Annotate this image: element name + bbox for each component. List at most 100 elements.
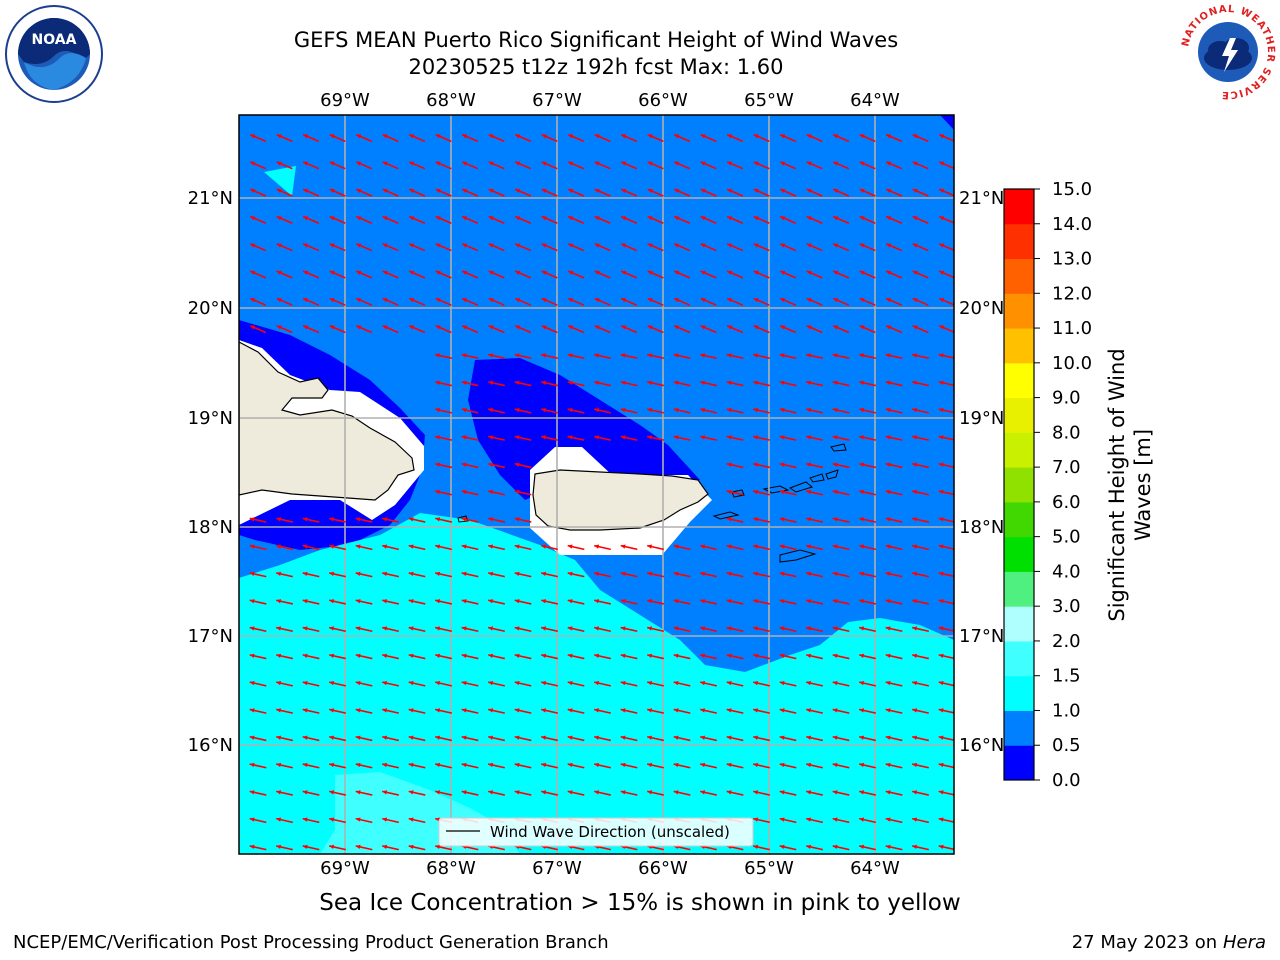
wind-wave-arrow: [594, 599, 611, 605]
wind-wave-arrow: [912, 270, 929, 279]
wind-wave-arrow: [938, 297, 954, 306]
wind-wave-arrow: [488, 681, 505, 687]
wind-wave-arrow: [753, 297, 770, 306]
wind-wave-arrow: [673, 708, 691, 714]
wind-wave-arrow: [382, 517, 399, 523]
wind-wave-arrow: [700, 243, 717, 252]
wind-wave-arrow: [355, 133, 373, 143]
wind-wave-arrow: [355, 571, 373, 578]
wind-wave-arrow: [249, 599, 267, 605]
wind-wave-arrow: [885, 544, 903, 551]
wind-wave-arrow: [435, 599, 452, 605]
wind-wave-arrow: [673, 571, 691, 578]
wind-wave-arrow: [806, 653, 823, 660]
wind-wave-arrow: [435, 133, 452, 143]
wind-wave-arrow: [859, 353, 876, 360]
wind-wave-arrow: [461, 161, 479, 170]
footer-credit: NCEP/EMC/Verification Post Processing Pr…: [13, 932, 609, 953]
wind-wave-arrow: [355, 790, 373, 796]
wind-wave-arrow: [276, 133, 293, 143]
wind-wave-arrow: [355, 762, 373, 769]
wind-wave-arrow: [249, 161, 267, 170]
wind-wave-arrow: [567, 270, 585, 279]
wind-wave-arrow: [541, 790, 558, 796]
wind-wave-arrow: [249, 517, 267, 523]
wind-wave-arrow: [753, 324, 770, 334]
wind-wave-arrow: [276, 324, 293, 334]
wind-wave-arrow: [488, 790, 505, 796]
wind-wave-arrow: [779, 353, 797, 360]
wind-wave-arrow: [488, 215, 505, 225]
wind-wave-arrow: [567, 681, 585, 687]
colorbar-tick-label: 9.0: [1052, 388, 1081, 409]
wind-wave-arrow: [329, 133, 346, 143]
wind-wave-arrow: [355, 517, 373, 523]
wind-wave-arrow: [700, 653, 717, 660]
wind-wave-arrow: [859, 435, 876, 441]
wind-wave-arrow: [329, 324, 346, 334]
wind-wave-arrow: [832, 243, 850, 252]
wind-wave-arrow: [912, 544, 929, 551]
lon-labels-bottom: 69°W 68°W 67°W 66°W 65°W 64°W: [320, 858, 900, 879]
wind-wave-arrow: [594, 735, 611, 742]
wind-wave-arrow: [779, 571, 797, 578]
wind-wave-arrow: [885, 681, 903, 687]
wind-wave-arrow: [832, 599, 850, 605]
wind-wave-arrow: [435, 161, 452, 170]
wind-wave-arrow: [382, 817, 399, 824]
wind-wave-arrow: [488, 188, 505, 197]
wind-wave-arrow: [541, 215, 558, 225]
wind-wave-arrow: [276, 626, 293, 633]
wind-wave-arrow: [488, 599, 505, 605]
wind-wave-arrow: [594, 544, 611, 551]
wind-wave-arrow: [753, 462, 770, 469]
wind-wave-arrow: [806, 435, 823, 441]
wind-wave-arrow: [832, 626, 850, 633]
wind-wave-arrow: [806, 762, 823, 769]
wind-wave-arrow: [461, 571, 479, 578]
wind-wave-arrow: [859, 762, 876, 769]
wind-wave-arrow: [912, 517, 929, 523]
wind-wave-arrow: [806, 544, 823, 551]
colorbar-tick-label: 0.5: [1052, 735, 1081, 756]
wind-wave-arrow: [382, 599, 399, 605]
map-fill-layer: [239, 115, 954, 854]
gridlines: [239, 115, 954, 854]
wind-wave-arrow: [620, 708, 638, 714]
wind-wave-arrow: [647, 133, 664, 143]
wind-wave-arrow: [488, 653, 505, 660]
wind-wave-arrow: [355, 161, 373, 170]
wind-wave-arrow: [753, 489, 770, 496]
wind-wave-arrow: [276, 215, 293, 225]
lon-labels-top: 69°W 68°W 67°W 66°W 65°W 64°W: [320, 90, 900, 111]
wind-wave-arrow: [541, 599, 558, 605]
wind-wave-arrow: [408, 544, 426, 551]
wind-wave-arrow: [938, 762, 954, 769]
wind-wave-arrow: [541, 188, 558, 197]
wind-wave-arrow: [488, 544, 505, 551]
wind-wave-arrow: [859, 462, 876, 469]
colorbar-tick-label: 11.0: [1052, 318, 1092, 339]
wind-wave-arrow: [302, 297, 320, 306]
wind-wave-arrow: [700, 188, 717, 197]
wind-wave-arrow: [249, 817, 267, 824]
wind-wave-arrow: [753, 708, 770, 714]
wind-wave-arrow: [329, 626, 346, 633]
wind-wave-arrow: [382, 188, 399, 197]
wind-wave-arrow: [832, 571, 850, 578]
wind-wave-arrow: [938, 708, 954, 714]
wind-wave-arrow: [514, 435, 532, 441]
wind-wave-arrow: [832, 681, 850, 687]
wind-wave-arrow: [461, 435, 479, 441]
wind-wave-arrow: [541, 626, 558, 633]
wind-wave-arrow: [488, 353, 505, 360]
wind-wave-arrow: [700, 790, 717, 796]
wind-wave-arrow: [488, 324, 505, 334]
wind-wave-arrow: [673, 435, 691, 441]
wind-wave-arrow: [276, 188, 293, 197]
wind-wave-arrow: [408, 215, 426, 225]
wind-wave-arrow: [329, 844, 346, 851]
wind-wave-arrow: [408, 571, 426, 578]
wind-wave-arrow: [276, 844, 293, 851]
wind-wave-arrow: [806, 790, 823, 796]
